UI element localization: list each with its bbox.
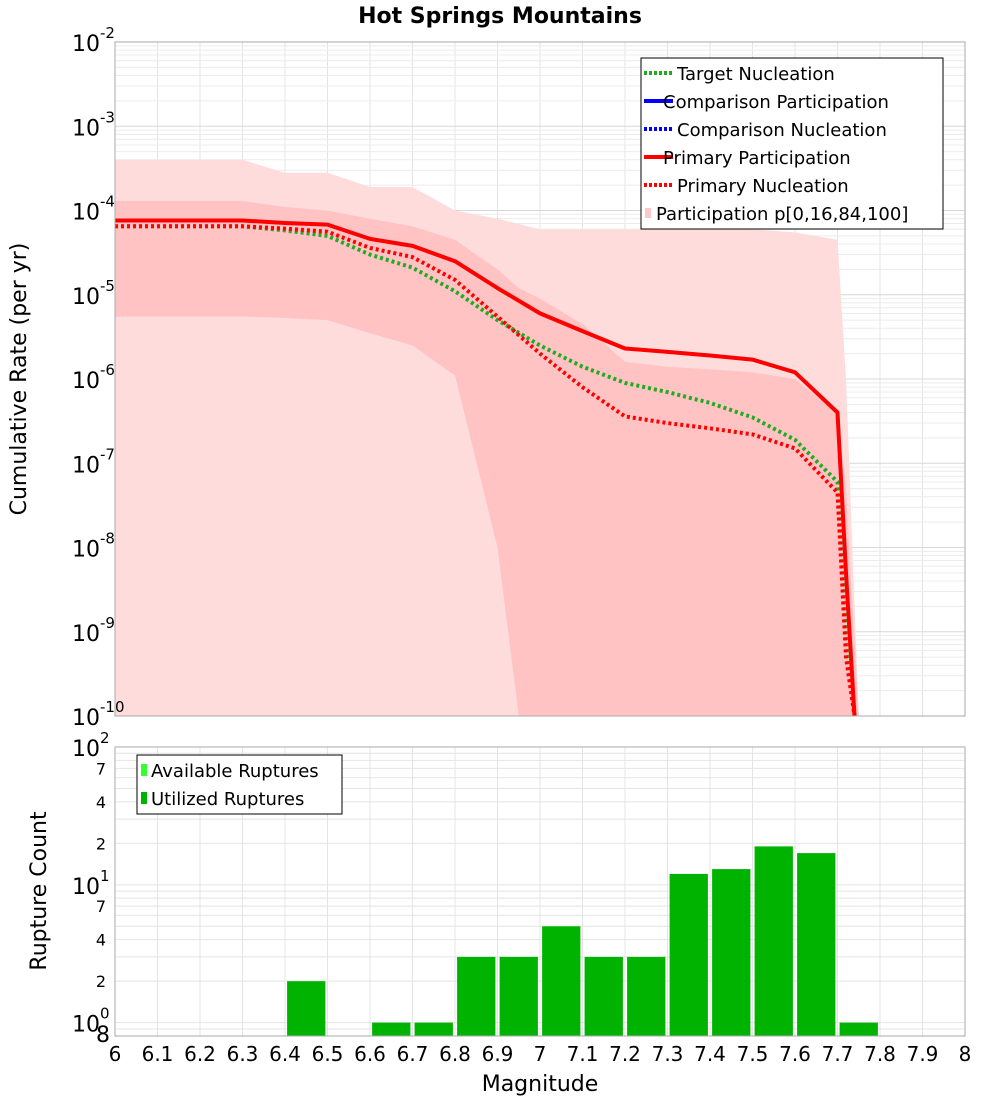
x-axis-label: Magnitude — [482, 1072, 599, 1097]
rupture-bar — [414, 1022, 453, 1036]
rupture-bar — [669, 873, 708, 1036]
y-minor-tick-label-bottom: 7 — [96, 759, 106, 778]
participation-band-1 — [115, 200, 859, 716]
legend-layer: Target Nucleation Comparison Participatio… — [136, 57, 944, 815]
x-tick-label: 7.5 — [737, 1042, 769, 1066]
y-axis-label-top: Cumulative Rate (per yr) — [7, 243, 32, 516]
y-axis-label-bottom: Rupture Count — [27, 811, 52, 971]
series-line-primary-participation — [115, 218, 857, 717]
top-plot-frame — [114, 41, 966, 717]
x-tick-label: 7.8 — [864, 1042, 896, 1066]
y-tick-label-top: 10-9 — [72, 614, 115, 647]
text-layer: Hot Springs Mountains Cumulative Rate (pe… — [7, 4, 971, 1097]
x-tick-label: 7.3 — [652, 1042, 684, 1066]
legend-entry-top: Participation p[0,16,84,100] — [656, 204, 908, 225]
x-tick-label: 6.4 — [269, 1042, 301, 1066]
rupture-bar — [754, 846, 793, 1036]
rupture-bar — [542, 926, 581, 1036]
legend-swatch-top — [645, 208, 651, 218]
series-line-primary-nucleation — [115, 224, 857, 717]
y-tick-label-top: 10-10 — [72, 698, 125, 731]
legend-swatch-bottom — [141, 764, 147, 776]
rupture-bar — [584, 956, 623, 1036]
x-tick-label: 6.9 — [482, 1042, 514, 1066]
y-tick-label-top: 10-4 — [72, 193, 115, 226]
frame-layer — [114, 41, 966, 1037]
x-tick-label: 6.2 — [184, 1042, 216, 1066]
legend-entry-top: Primary Participation — [663, 148, 851, 169]
rupture-bar — [712, 869, 751, 1036]
x-tick-label: 7.7 — [822, 1042, 854, 1066]
y-minor-tick-label-bottom: 4 — [96, 931, 106, 950]
y-minor-tick-label-bottom: 7 — [96, 897, 106, 916]
x-tick-label: 6.8 — [439, 1042, 471, 1066]
legend-box-bottom — [136, 754, 343, 815]
x-tick-label: 7.1 — [567, 1042, 599, 1066]
x-tick-label: 7.9 — [907, 1042, 939, 1066]
x-tick-label: 6.6 — [354, 1042, 386, 1066]
rupture-bar — [839, 1022, 878, 1036]
legend-entry-top: Comparison Nucleation — [677, 120, 887, 141]
rupture-bar — [499, 956, 538, 1036]
x-tick-label: 7 — [534, 1042, 547, 1066]
y-minor-tick-label-bottom: 2 — [96, 834, 106, 853]
x-tick-label: 6 — [109, 1042, 122, 1066]
rupture-bar — [457, 956, 496, 1036]
legend-swatch-bottom — [141, 792, 147, 804]
legend-entry-bottom: Utilized Ruptures — [151, 789, 304, 810]
chart-title: Hot Springs Mountains — [358, 4, 642, 29]
y-minor-tick-label-bottom: 4 — [96, 793, 106, 812]
y-tick-label-top: 10-2 — [72, 24, 115, 57]
legend-entry-top: Target Nucleation — [676, 64, 835, 85]
rupture-bar — [287, 981, 326, 1036]
x-tick-label: 7.4 — [694, 1042, 726, 1066]
rupture-bar — [797, 853, 836, 1036]
y-tick-label-top: 10-7 — [72, 445, 115, 478]
legend-entry-top: Primary Nucleation — [677, 176, 849, 197]
y-tick-label-top: 10-3 — [72, 108, 115, 141]
y-tick-label-bottom-min: 8 — [96, 1023, 110, 1048]
data-layer — [115, 159, 878, 1036]
y-minor-tick-label-bottom: 2 — [96, 972, 106, 991]
x-tick-label: 6.1 — [142, 1042, 174, 1066]
rupture-bar — [627, 956, 666, 1036]
legend-entry-bottom: Available Ruptures — [151, 761, 319, 782]
y-tick-label-top: 10-6 — [72, 361, 115, 394]
rupture-bar — [372, 1022, 411, 1036]
legend-entry-top: Comparison Participation — [663, 92, 889, 113]
y-tick-label-top: 10-8 — [72, 530, 115, 563]
x-tick-label: 8 — [959, 1042, 972, 1066]
x-tick-label: 7.2 — [609, 1042, 641, 1066]
y-tick-label-bottom: 102 — [72, 729, 110, 762]
x-tick-label: 6.3 — [227, 1042, 259, 1066]
bottom-plot-frame — [114, 746, 966, 1037]
x-tick-label: 7.6 — [779, 1042, 811, 1066]
y-tick-label-bottom: 100 — [72, 1005, 110, 1038]
x-tick-label: 6.7 — [397, 1042, 429, 1066]
x-tick-label: 6.5 — [312, 1042, 344, 1066]
legend-box-top — [640, 57, 944, 230]
y-tick-label-bottom: 101 — [72, 867, 110, 900]
y-tick-label-top: 10-5 — [72, 277, 115, 310]
